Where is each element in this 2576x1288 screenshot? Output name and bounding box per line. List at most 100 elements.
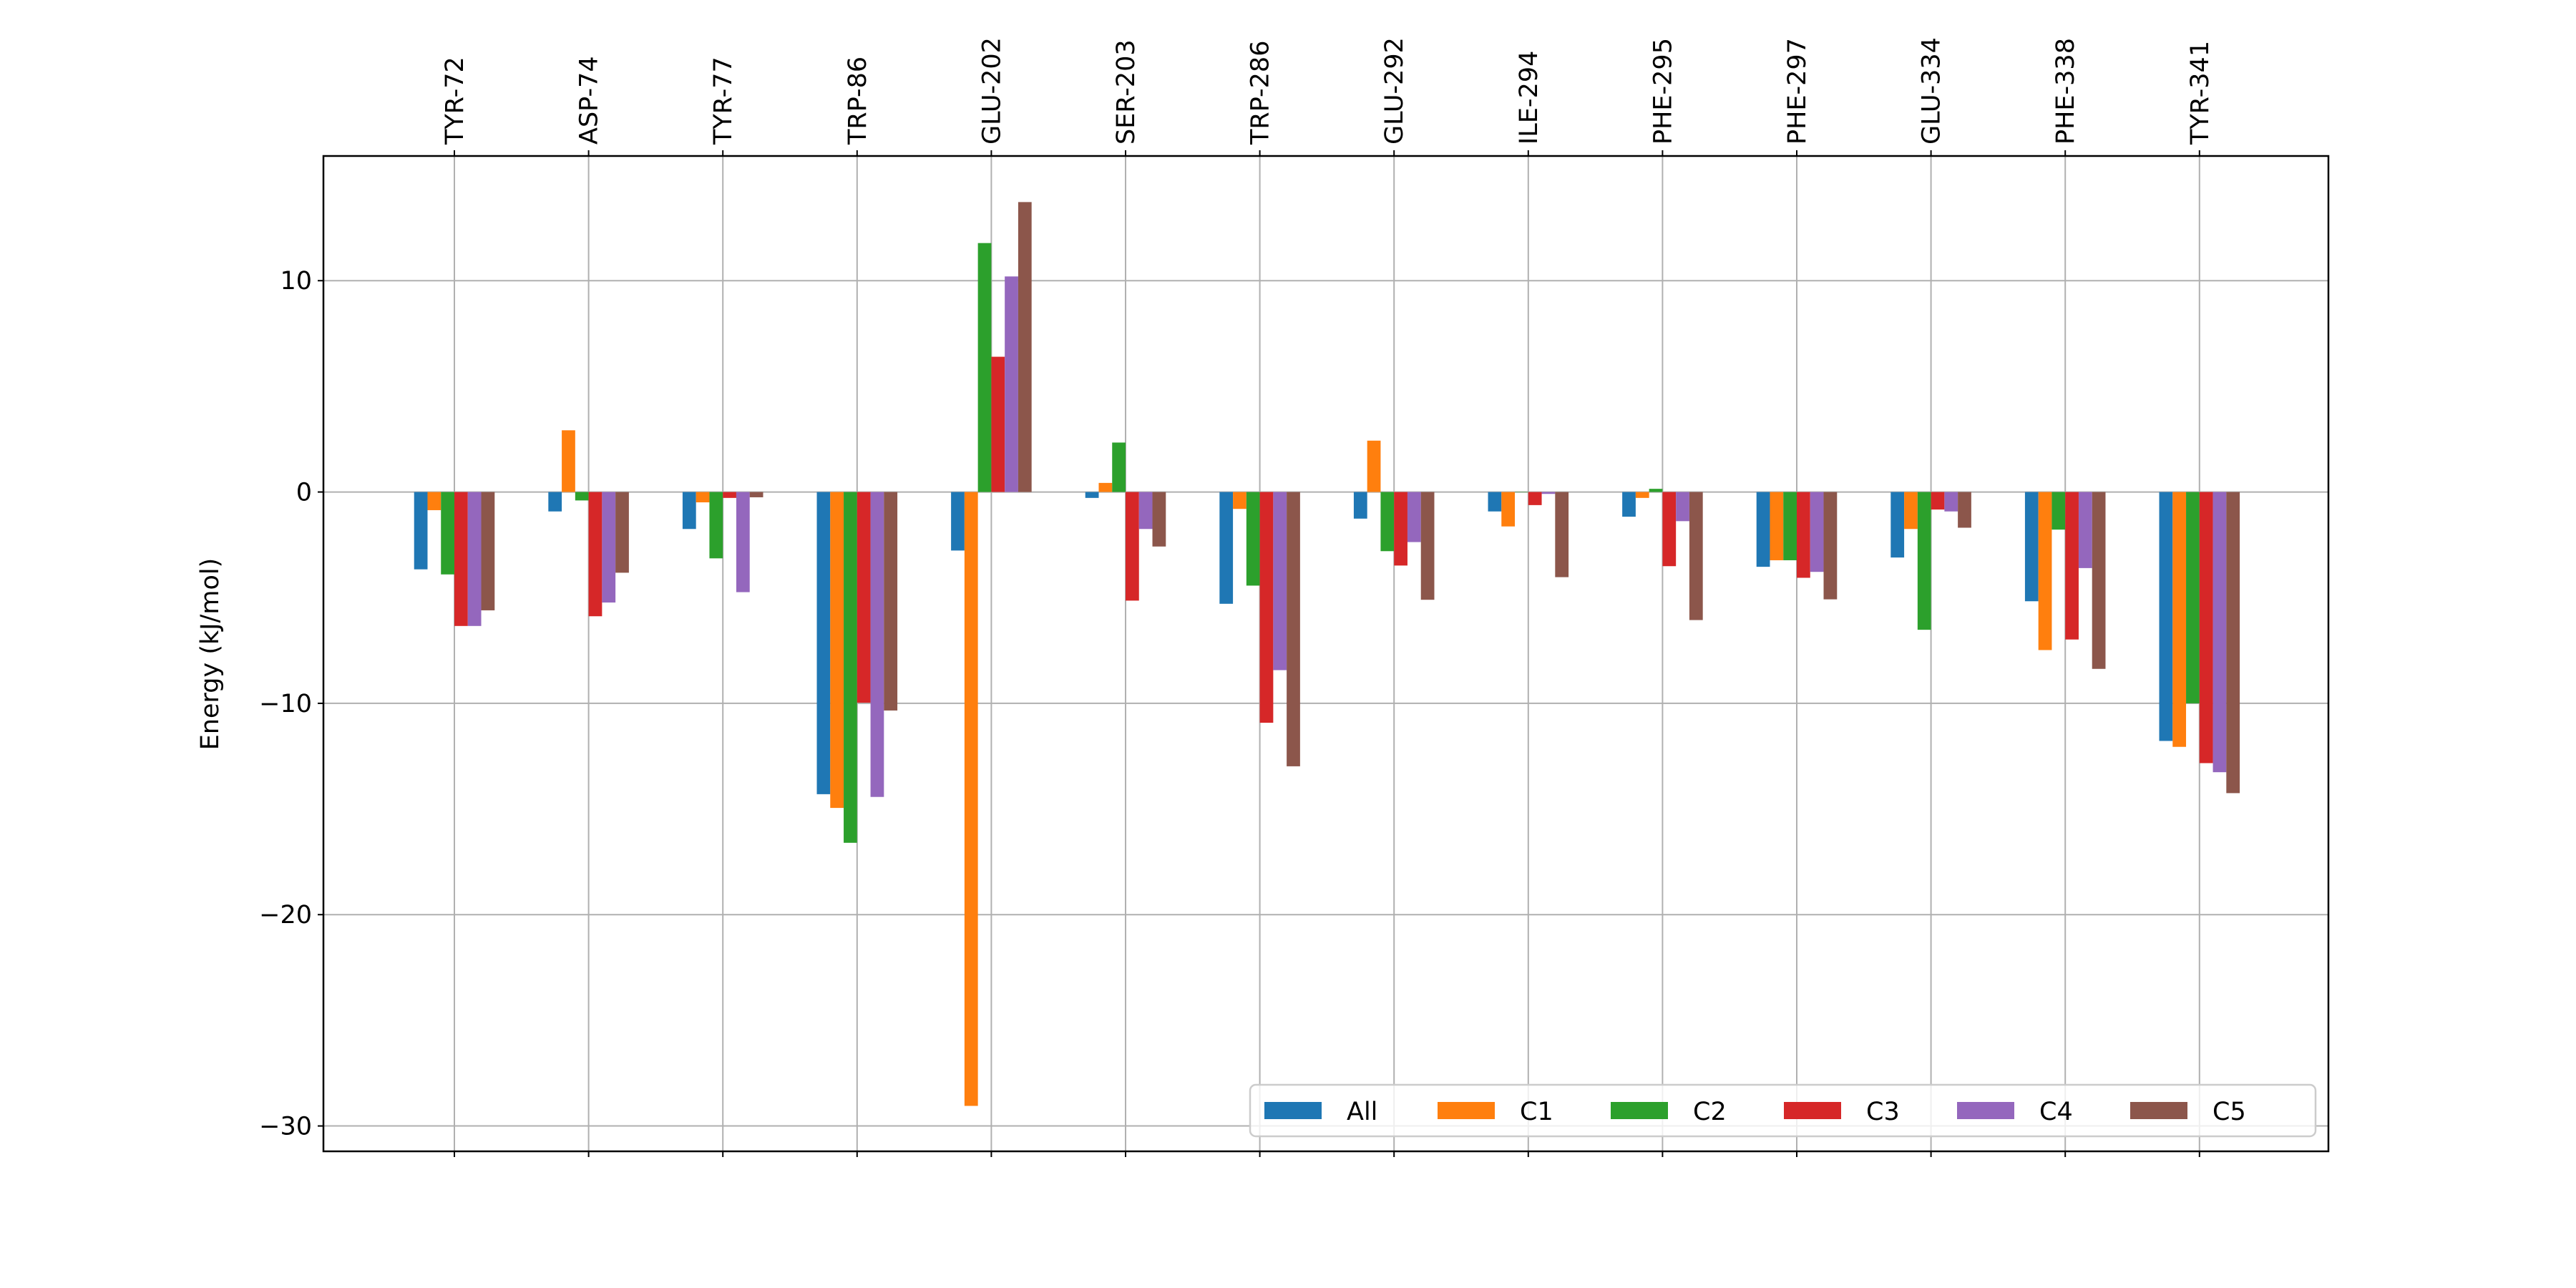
bar-c4-ser-203 <box>1138 492 1153 530</box>
bar-c4-glu-334 <box>1944 492 1958 512</box>
legend-label-c3: C3 <box>1866 1098 1900 1126</box>
bar-c5-ile-294 <box>1555 492 1569 577</box>
bar-c1-tyr-341 <box>2172 492 2187 747</box>
bar-c4-tyr-77 <box>736 492 750 592</box>
bar-c1-tyr-72 <box>427 492 441 510</box>
bar-c1-tyr-77 <box>696 492 710 503</box>
y-tick-label: 0 <box>296 479 312 507</box>
bar-c2-glu-202 <box>977 243 992 492</box>
bar-c3-glu-292 <box>1394 492 1407 566</box>
bar-c2-glu-334 <box>1917 492 1931 630</box>
bar-c2-tyr-341 <box>2186 492 2200 703</box>
bar-c4-phe-297 <box>1810 492 1824 572</box>
bar-c1-asp-74 <box>562 430 575 492</box>
x-tick-label: ASP-74 <box>575 56 604 145</box>
bar-all-ser-203 <box>1085 492 1099 498</box>
bar-c3-tyr-77 <box>723 492 736 498</box>
legend-label-c1: C1 <box>1520 1098 1553 1126</box>
bar-all-trp-86 <box>816 492 831 794</box>
bar-c5-trp-86 <box>884 492 898 711</box>
bar-c2-trp-286 <box>1246 492 1260 586</box>
x-tick-label: TYR-72 <box>441 57 469 145</box>
bar-c1-trp-286 <box>1233 492 1246 509</box>
bar-c5-tyr-77 <box>749 492 763 497</box>
bar-all-phe-338 <box>2024 492 2039 602</box>
bar-c5-asp-74 <box>615 492 629 573</box>
bar-c3-phe-295 <box>1662 492 1677 567</box>
bar-c1-ser-203 <box>1098 482 1113 492</box>
bar-c3-glu-202 <box>991 356 1005 492</box>
x-tick-label: PHE-338 <box>2051 38 2080 145</box>
bar-c5-glu-334 <box>1958 492 1971 528</box>
bar-c3-asp-74 <box>588 492 602 617</box>
bar-all-tyr-77 <box>682 492 696 530</box>
y-tick-label: −10 <box>259 690 312 718</box>
bar-c3-glu-334 <box>1931 492 1945 510</box>
bar-c2-asp-74 <box>575 492 589 501</box>
bar-c1-phe-295 <box>1635 492 1649 498</box>
x-tick-label: GLU-334 <box>1918 37 1946 145</box>
bar-c1-glu-292 <box>1367 440 1381 492</box>
bar-c2-glu-292 <box>1380 492 1395 552</box>
legend-swatch-c2 <box>1611 1102 1668 1119</box>
bar-c2-tyr-72 <box>441 492 454 575</box>
bar-all-glu-202 <box>951 492 965 551</box>
legend-label-c5: C5 <box>2212 1098 2246 1126</box>
bar-c3-phe-297 <box>1797 492 1810 578</box>
x-tick-label: GLU-202 <box>977 37 1006 145</box>
bar-c5-glu-202 <box>1018 202 1032 492</box>
bar-c2-phe-338 <box>2051 492 2066 530</box>
bar-all-glu-292 <box>1353 492 1367 519</box>
y-tick-label: −20 <box>259 901 312 930</box>
bar-c4-phe-295 <box>1676 492 1689 522</box>
bar-c4-tyr-72 <box>467 492 482 626</box>
x-tick-label: TRP-286 <box>1246 41 1275 145</box>
legend-box <box>1249 1083 2317 1138</box>
legend-swatch-c4 <box>1957 1102 2014 1119</box>
x-tick-label: TRP-86 <box>844 57 872 145</box>
bar-all-trp-286 <box>1219 492 1234 604</box>
bar-c3-tyr-341 <box>2199 492 2213 763</box>
legend: All C1 C2 C3 C4 C5 <box>1249 1083 2317 1138</box>
bar-all-glu-334 <box>1890 492 1905 558</box>
bar-c4-trp-286 <box>1273 492 1287 670</box>
bar-c2-ser-203 <box>1112 442 1126 492</box>
bar-c5-ser-203 <box>1152 492 1166 547</box>
bar-c1-phe-297 <box>1770 492 1784 560</box>
y-tick-label: 10 <box>280 267 312 296</box>
legend-swatch-c3 <box>1784 1102 1841 1119</box>
x-tick-label: GLU-292 <box>1380 37 1409 145</box>
bar-c5-tyr-72 <box>481 492 495 610</box>
bar-c3-ser-203 <box>1126 492 1139 601</box>
legend-swatch-c1 <box>1438 1102 1495 1119</box>
bar-all-asp-74 <box>548 492 562 512</box>
bar-c2-phe-297 <box>1783 492 1797 560</box>
x-tick-label: SER-203 <box>1112 39 1141 145</box>
bar-c1-trp-86 <box>830 492 844 809</box>
bar-c4-glu-292 <box>1407 492 1421 542</box>
bar-c4-glu-202 <box>1005 276 1018 492</box>
gridlines <box>323 156 2328 1151</box>
bar-c3-tyr-72 <box>454 492 468 626</box>
bar-all-phe-297 <box>1756 492 1770 567</box>
bar-all-ile-294 <box>1488 492 1502 512</box>
bar-c2-tyr-77 <box>709 492 723 559</box>
x-tick-label: PHE-297 <box>1783 38 1812 145</box>
legend-label-c2: C2 <box>1693 1098 1727 1126</box>
bar-c1-glu-202 <box>964 492 978 1106</box>
bar-c2-trp-86 <box>844 492 857 843</box>
bar-c3-trp-286 <box>1259 492 1274 723</box>
bar-c5-tyr-341 <box>2226 492 2240 794</box>
plot-frame <box>322 155 2330 1153</box>
bars <box>414 202 2240 1106</box>
x-tick-label: TYR-341 <box>2186 41 2215 145</box>
bar-all-phe-295 <box>1622 492 1636 517</box>
legend-label-c4: C4 <box>2039 1098 2073 1126</box>
x-tick-label: PHE-295 <box>1649 38 1677 145</box>
x-tick-label: ILE-294 <box>1515 51 1543 145</box>
legend-label-all: All <box>1347 1098 1377 1126</box>
bar-all-tyr-341 <box>2159 492 2173 741</box>
bar-c5-glu-292 <box>1420 492 1435 600</box>
bar-c1-glu-334 <box>1904 492 1918 530</box>
bar-c4-asp-74 <box>602 492 616 603</box>
